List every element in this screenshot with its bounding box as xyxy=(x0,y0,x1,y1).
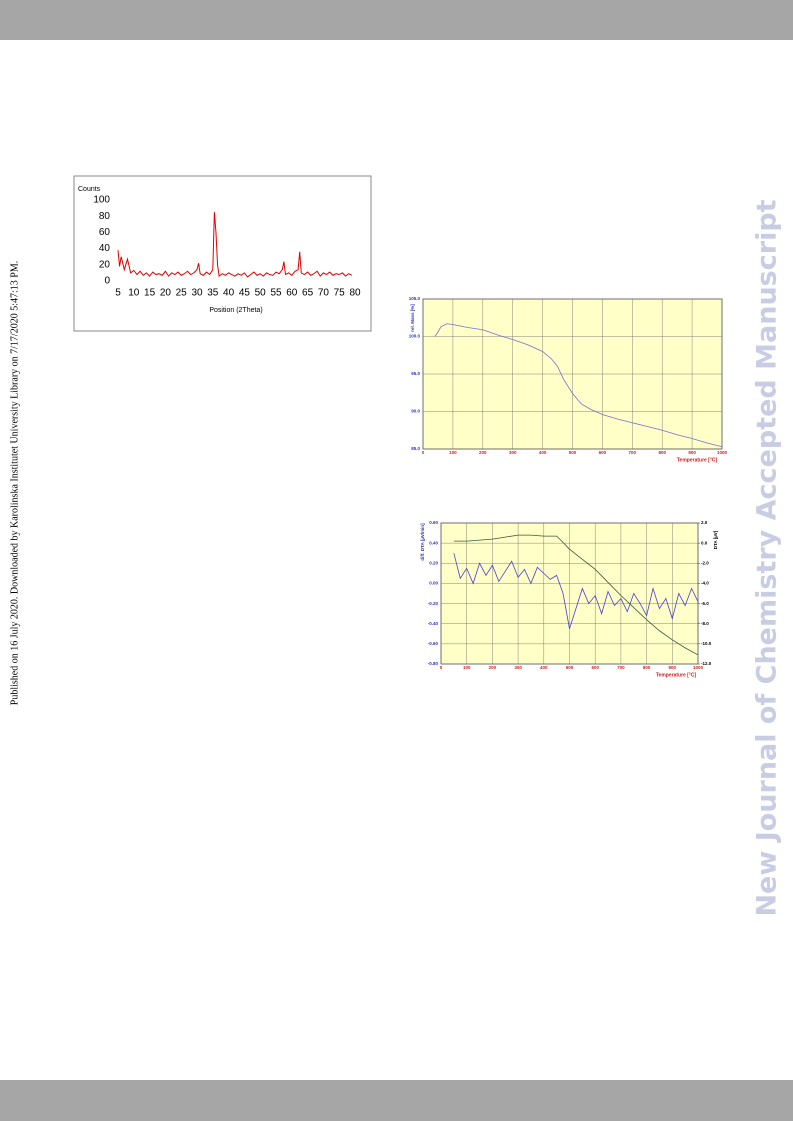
x-tick-label: 80 xyxy=(349,288,361,299)
x-tick-label: 600 xyxy=(591,665,599,670)
y2-axis-label: DTA [µV] xyxy=(713,530,718,549)
x-tick-label: 400 xyxy=(539,450,547,455)
x-tick-label: 500 xyxy=(569,450,577,455)
data-line xyxy=(453,553,699,629)
y-tick-label: 0.60 xyxy=(429,520,438,525)
x-axis-label: Position (2Theta) xyxy=(209,307,262,314)
y2-tick-label: -12.0 xyxy=(701,661,712,666)
x-tick-label: 15 xyxy=(144,288,156,299)
x-tick-label: 0 xyxy=(440,665,443,670)
y-tick-label: -0.60 xyxy=(428,641,439,646)
side-note: Published on 16 July 2020. Downloaded by… xyxy=(9,261,20,705)
x-tick-label: 5 xyxy=(115,288,121,299)
y-tick-label: 0.40 xyxy=(429,540,438,545)
x-tick-label: 40 xyxy=(223,288,235,299)
x-tick-label: 300 xyxy=(514,665,522,670)
x-axis-label: Temperature [°C] xyxy=(656,672,697,678)
x-tick-label: 400 xyxy=(540,665,548,670)
watermark: New Journal of Chemistry Accepted Manusc… xyxy=(752,199,783,916)
x-tick-label: 70 xyxy=(318,288,330,299)
y-tick-label: -0.20 xyxy=(428,601,439,606)
x-tick-label: 50 xyxy=(255,288,267,299)
x-tick-label: 200 xyxy=(479,450,487,455)
y-tick-label: 90.0 xyxy=(411,409,420,414)
x-tick-label: 25 xyxy=(176,288,188,299)
y-tick-label: 0.20 xyxy=(429,560,438,565)
x-tick-label: 500 xyxy=(566,665,574,670)
x-tick-label: 800 xyxy=(658,450,666,455)
x-tick-label: 45 xyxy=(239,288,251,299)
y-tick-label: 60 xyxy=(99,227,111,238)
x-tick-label: 10 xyxy=(128,288,140,299)
y-tick-label: 40 xyxy=(99,243,111,254)
x-tick-label: 75 xyxy=(334,288,346,299)
y-tick-label: -0.40 xyxy=(428,621,439,626)
data-line xyxy=(434,323,723,448)
x-tick-label: 100 xyxy=(449,450,457,455)
chart-frame xyxy=(73,175,372,332)
x-tick-label: 900 xyxy=(688,450,696,455)
y-axis-label: rel. Mass [%] xyxy=(410,304,415,332)
y2-tick-label: 0.0 xyxy=(701,540,708,545)
y-tick-label: 95.0 xyxy=(411,371,420,376)
x-tick-label: 65 xyxy=(302,288,314,299)
x-tick-label: 35 xyxy=(207,288,219,299)
y2-tick-label: 2.0 xyxy=(701,520,708,525)
y-tick-label: 100 xyxy=(93,195,110,206)
x-tick-label: 1000 xyxy=(693,665,704,670)
y2-tick-label: -2.0 xyxy=(701,560,709,565)
x-tick-label: 30 xyxy=(191,288,203,299)
x-tick-label: 200 xyxy=(489,665,497,670)
y-axis-label: Counts xyxy=(78,186,101,193)
y-axis-label: diff. DTA [µV/min] xyxy=(420,523,425,561)
y-tick-label: 0 xyxy=(104,276,110,287)
x-tick-label: 700 xyxy=(617,665,625,670)
y2-tick-label: -6.0 xyxy=(701,601,709,606)
x-axis-label: Temperature [°C] xyxy=(677,457,718,463)
x-tick-label: 700 xyxy=(629,450,637,455)
x-tick-label: 20 xyxy=(160,288,172,299)
x-tick-label: 60 xyxy=(286,288,298,299)
x-tick-label: 300 xyxy=(509,450,517,455)
x-tick-label: 600 xyxy=(599,450,607,455)
y-tick-label: 100.0 xyxy=(409,334,421,339)
footer-bar xyxy=(0,1080,793,1121)
y-tick-label: 20 xyxy=(99,259,111,270)
y-tick-label: 105.0 xyxy=(409,296,421,301)
header-bar xyxy=(0,0,793,40)
x-tick-label: 900 xyxy=(669,665,677,670)
data-line xyxy=(117,212,353,278)
y2-tick-label: -4.0 xyxy=(701,581,709,586)
data-line xyxy=(453,534,699,656)
x-tick-label: 1000 xyxy=(717,450,728,455)
y-tick-label: 0.00 xyxy=(429,581,438,586)
x-tick-label: 0 xyxy=(422,450,425,455)
y-tick-label: 80 xyxy=(99,211,111,222)
y-tick-label: 85.0 xyxy=(411,446,420,451)
x-tick-label: 55 xyxy=(270,288,282,299)
x-tick-label: 800 xyxy=(643,665,651,670)
y2-tick-label: -10.0 xyxy=(701,641,712,646)
y2-tick-label: -8.0 xyxy=(701,621,709,626)
y-tick-label: -0.80 xyxy=(428,661,439,666)
x-tick-label: 100 xyxy=(463,665,471,670)
